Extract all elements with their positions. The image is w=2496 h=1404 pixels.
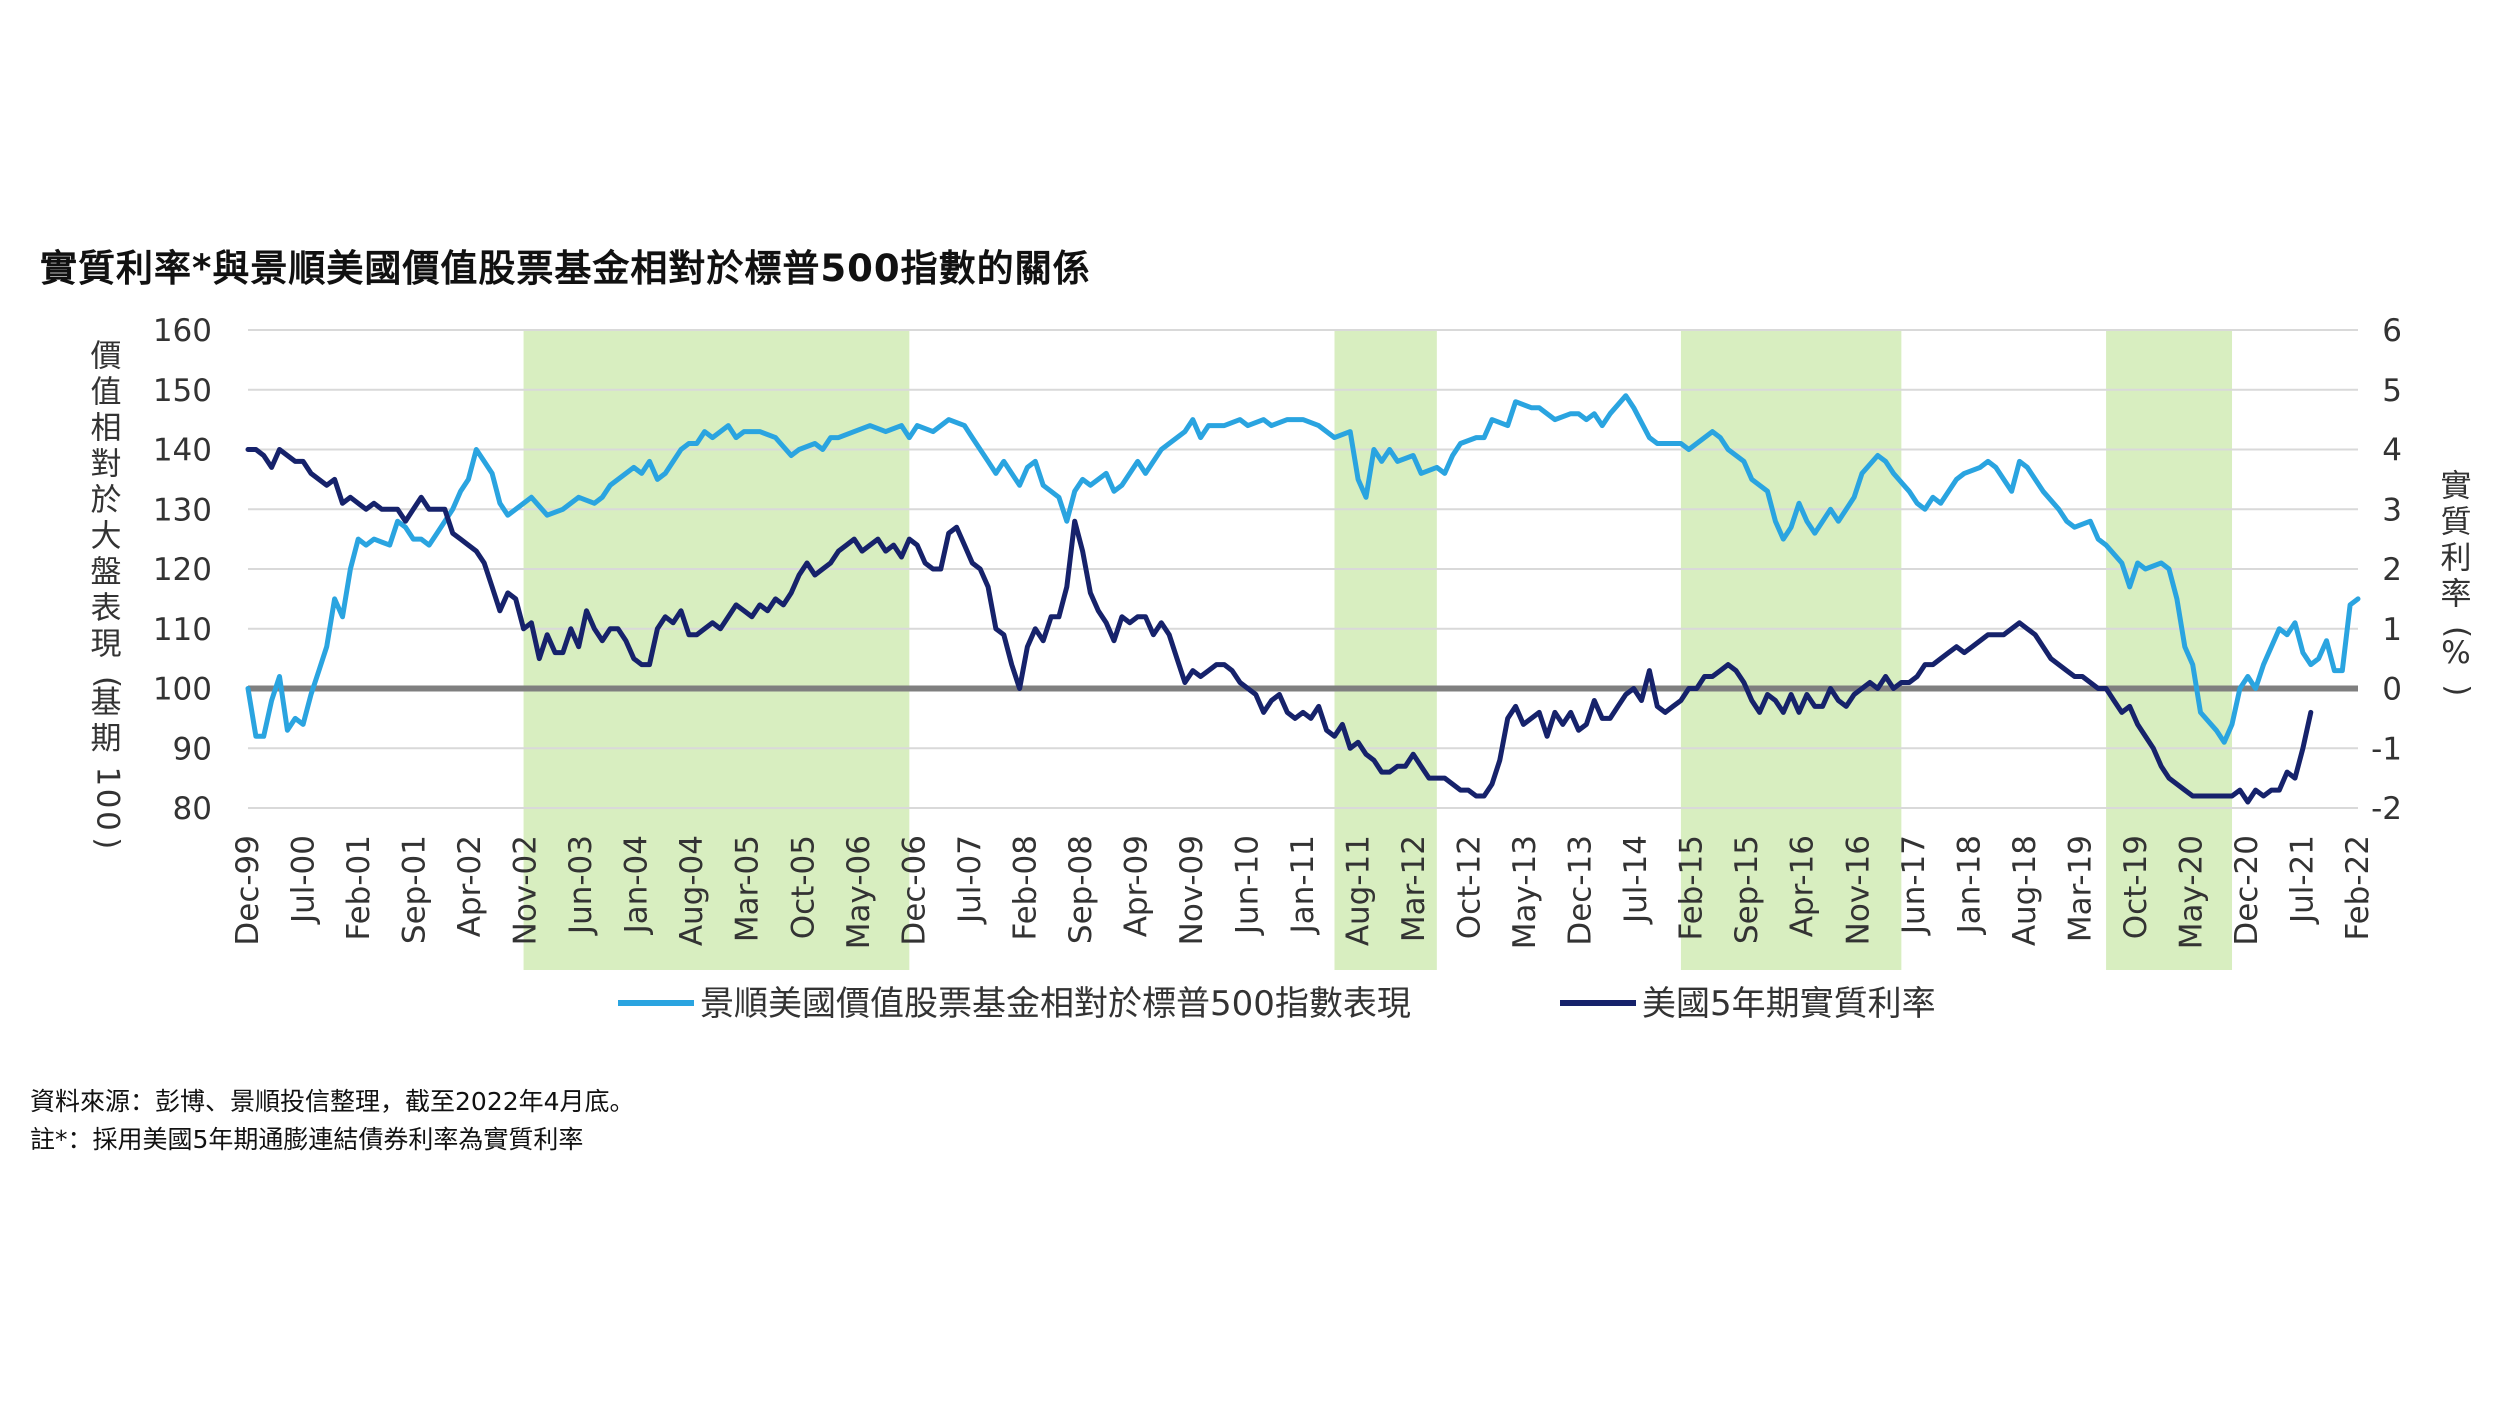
x-tick-label: Jul-21 <box>2284 835 2320 925</box>
y-axis-right-title: 實質利率 (%) <box>2440 469 2476 697</box>
svg-text:期: 期 <box>91 721 122 757</box>
legend-label: 美國5年期實質利率 <box>1642 984 1936 1024</box>
footnote: 註*：採用美國5年期通膨連結債券利率為實質利率 <box>30 1125 584 1154</box>
y-tick-right: -1 <box>2371 731 2402 767</box>
source-note: 資料來源：彭博、景順投信整理，截至2022年4月底。 <box>30 1087 635 1116</box>
x-tick-label: Jun-03 <box>563 835 599 936</box>
svg-text:基: 基 <box>91 685 122 721</box>
svg-text:%: % <box>2441 635 2470 671</box>
y-axis-right-ticks: 6 5 4 3 2 1 0 -1 -2 <box>2371 313 2402 827</box>
y-tick-left: 90 <box>173 731 212 767</box>
y-tick-right: 3 <box>2382 492 2402 528</box>
x-tick-label: Feb-22 <box>2340 835 2376 941</box>
svg-text:0: 0 <box>90 811 126 831</box>
x-tick-label: Jan-04 <box>619 835 655 935</box>
x-tick-label: May-13 <box>1507 835 1543 949</box>
svg-text:表: 表 <box>91 591 122 627</box>
series-lines <box>245 393 2361 805</box>
y-tick-left: 130 <box>153 492 212 528</box>
x-tick-label: Feb-01 <box>341 835 377 941</box>
x-tick-label: Feb-15 <box>1674 835 1710 941</box>
x-tick-label: May-06 <box>841 835 877 949</box>
y-tick-left: 110 <box>153 612 212 648</box>
x-tick-label: Dec-20 <box>2229 835 2265 946</box>
x-tick-label: Apr-16 <box>1785 835 1821 937</box>
y-tick-right: 1 <box>2382 612 2402 648</box>
x-tick-label: Oct-05 <box>785 835 821 939</box>
x-tick-label: Apr-02 <box>452 835 488 937</box>
svg-text:現: 現 <box>91 627 122 663</box>
x-tick-label: Oct-19 <box>2118 835 2154 939</box>
x-tick-label: Nov-09 <box>1174 835 1210 945</box>
x-tick-label: Jul-07 <box>952 835 988 925</box>
x-tick-label: Sep-15 <box>1729 835 1765 944</box>
svg-text:價: 價 <box>91 339 122 375</box>
x-tick-label: Dec-06 <box>896 835 932 946</box>
series-line-relative-performance <box>245 393 2361 745</box>
svg-text:): ) <box>2440 684 2476 696</box>
svg-text:值: 值 <box>91 375 122 411</box>
x-tick-label: Nov-16 <box>1840 835 1876 945</box>
y-tick-right: 4 <box>2382 433 2402 469</box>
x-tick-label: Mar-19 <box>2062 835 2098 942</box>
shaded-period <box>2106 330 2233 970</box>
y-tick-right: 0 <box>2382 672 2402 708</box>
y-tick-right: 5 <box>2382 373 2402 409</box>
chart-title: 實質利率*與景順美國價值股票基金相對於標普500指數的關係 <box>40 247 1091 290</box>
y-tick-right: 6 <box>2382 313 2402 349</box>
y-tick-right: 2 <box>2382 552 2402 588</box>
y-tick-left: 120 <box>153 552 212 588</box>
svg-text:0: 0 <box>90 789 126 809</box>
y-tick-left: 140 <box>153 433 212 469</box>
x-tick-label: Jun-17 <box>1896 835 1932 936</box>
x-tick-label: Feb-08 <box>1007 835 1043 941</box>
y-tick-left: 160 <box>153 313 212 349</box>
svg-text:率: 率 <box>2441 577 2472 613</box>
svg-text:(: ( <box>2440 626 2476 638</box>
x-tick-label: Jul-00 <box>286 835 322 925</box>
svg-text:於: 於 <box>91 483 122 519</box>
svg-text:1: 1 <box>90 766 126 786</box>
svg-text:相: 相 <box>91 411 122 447</box>
x-tick-label: Oct-12 <box>1452 835 1488 939</box>
svg-text:質: 質 <box>2441 505 2472 541</box>
svg-text:大: 大 <box>91 519 122 555</box>
x-tick-label: Apr-09 <box>1118 835 1154 937</box>
y-tick-right: -2 <box>2371 791 2402 827</box>
svg-text:對: 對 <box>91 447 122 483</box>
x-tick-label: Mar-12 <box>1396 835 1432 942</box>
legend: 景順美國價值股票基金相對於標普500指數表現 美國5年期實質利率 <box>618 984 1936 1024</box>
x-tick-label: Dec-13 <box>1563 835 1599 946</box>
legend-label: 景順美國價值股票基金相對於標普500指數表現 <box>700 984 1411 1024</box>
svg-text:): ) <box>90 837 126 849</box>
x-tick-label: May-20 <box>2173 835 2209 949</box>
grid-lines <box>248 329 2358 809</box>
x-tick-label: Dec-99 <box>230 835 266 946</box>
x-tick-label: Mar-05 <box>730 835 766 942</box>
svg-text:實: 實 <box>2441 469 2472 505</box>
series-line-real-rate <box>245 447 2314 805</box>
x-tick-label: Jan-18 <box>1951 835 1987 935</box>
x-tick-label: Aug-18 <box>2007 835 2043 946</box>
x-tick-label: Aug-11 <box>1341 835 1377 946</box>
y-tick-left: 80 <box>173 791 212 827</box>
y-tick-left: 150 <box>153 373 212 409</box>
x-tick-label: Aug-04 <box>674 835 710 946</box>
x-tick-label: Jan-11 <box>1285 835 1321 935</box>
svg-text:(: ( <box>90 676 126 688</box>
y-tick-left: 100 <box>153 672 212 708</box>
x-tick-label: Jul-14 <box>1618 835 1654 925</box>
x-axis-ticks: Dec-99 Jul-00 Feb-01 Sep-01 Apr-02 Nov-02 Jun-… <box>230 835 2376 949</box>
x-tick-label: Sep-08 <box>1063 835 1099 944</box>
svg-text:利: 利 <box>2441 541 2472 577</box>
y-axis-left-ticks: 160 150 140 130 120 110 100 90 80 <box>153 313 212 827</box>
x-tick-label: Sep-01 <box>397 835 433 944</box>
x-tick-label: Nov-02 <box>508 835 544 945</box>
svg-text:盤: 盤 <box>91 555 122 591</box>
x-tick-label: Jun-10 <box>1229 835 1265 936</box>
